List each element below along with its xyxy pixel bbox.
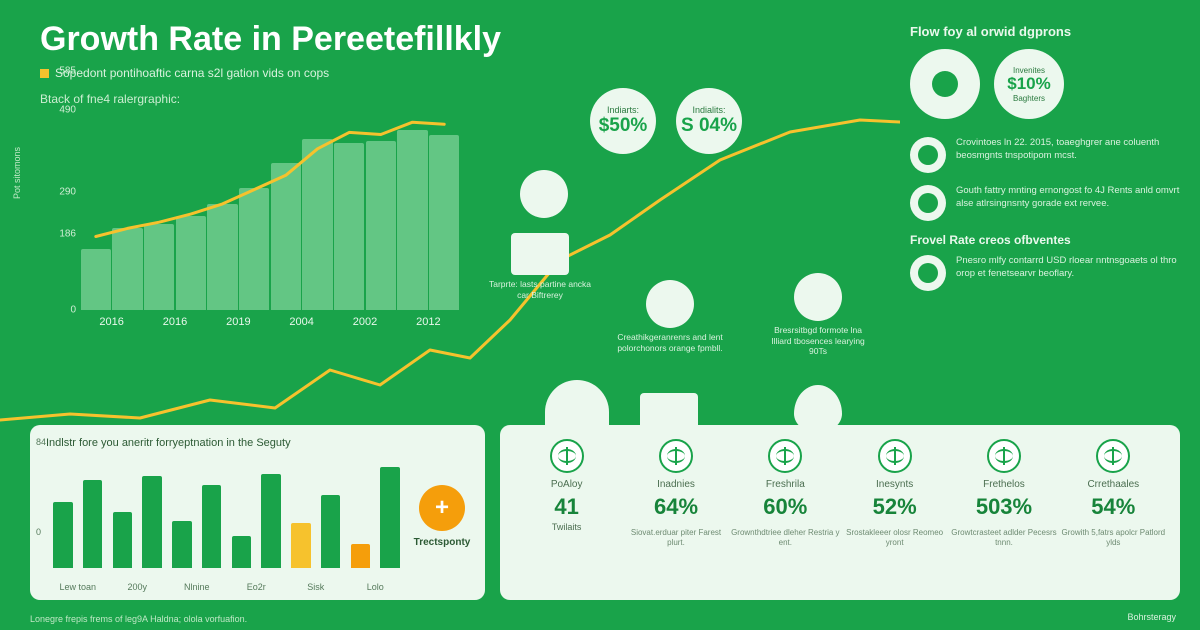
chart1-bar — [144, 224, 174, 310]
mid-bag-icon: Bresrsitbgd formote lna Illiard tbosence… — [763, 273, 873, 357]
right-circle-stat: Invenites$10%Baghters — [994, 49, 1064, 119]
chart1-xlabel: 2019 — [226, 316, 250, 328]
stat-card: Inadnies64%Siovat.erduar piter Farest pl… — [621, 439, 730, 586]
subtitle-text: Sopedont pontihoaftic carna s2l gation v… — [55, 66, 329, 80]
dots-icon — [910, 137, 946, 173]
chart1-bar — [302, 139, 332, 310]
mid-bird-icon — [520, 170, 568, 218]
right-circle-icon — [910, 49, 980, 119]
medal-icon — [419, 485, 465, 531]
panel2-bar — [202, 485, 222, 568]
panel2-title: Indlstr fore you aneritr forryeptnation … — [46, 437, 291, 449]
chart-icon — [910, 185, 946, 221]
mid-city-icon: Tarprte: lasts partine ancka car Biftrer… — [485, 233, 595, 300]
panel2-xlabel: Eo2r — [247, 582, 266, 592]
chart1-bar — [112, 228, 142, 310]
medal-label: Trectsponty — [405, 537, 479, 548]
panel-stats-strip: PoAloy41TwilaitsInadnies64%Siovat.erduar… — [500, 425, 1180, 600]
stat-card: Inesynts52%Srostakleeer olosr Reomeo yro… — [840, 439, 949, 586]
stat-card: PoAloy41Twilaits — [512, 439, 621, 586]
panel2-bar — [351, 544, 371, 568]
panel2-bar — [53, 502, 73, 568]
page-subtitle: Sopedont pontihoaftic carna s2l gation v… — [40, 66, 329, 80]
right-desc-row: Crovintoes ln 22. 2015, toaeghgrer ane c… — [910, 137, 1180, 173]
page-title: Growth Rate in Pereetefillkly — [40, 20, 501, 59]
chart1-bar — [366, 141, 396, 310]
chart1-bar — [271, 163, 301, 310]
kpi-badge: Indiarts:$50% — [590, 88, 656, 154]
bag-icon — [910, 255, 946, 291]
stat-card: Freshrila60%Grownthdtriee dleher Restria… — [731, 439, 840, 586]
mid-dome-icon — [545, 380, 609, 430]
right-section2-header: Frovel Rate creos ofbventes — [910, 233, 1180, 247]
panel2-xlabel: Lew toan — [59, 582, 96, 592]
chart1-ytick: 290 — [59, 186, 80, 197]
chart1-bar — [81, 249, 111, 310]
panel2-xlabel: 200y — [127, 582, 147, 592]
panel2-bar — [142, 476, 162, 568]
legend-swatch-icon — [40, 69, 49, 78]
chart1-xlabel: 2016 — [99, 316, 123, 328]
chart1-ytick: 490 — [59, 105, 80, 116]
panel2-xlabel: Nlnine — [184, 582, 210, 592]
stat-card: Crrethaales54%Growith 5,fatrs apolcr Pat… — [1059, 439, 1168, 586]
chart1-bar — [207, 204, 237, 310]
panel2-xlabel: Lolo — [367, 582, 384, 592]
chart-growth-bars: Pot sitomons 0186290585490 2016201620192… — [40, 110, 460, 340]
chart1-bar — [397, 130, 427, 310]
right-desc-row: Gouth fattry mnting ernongost fo 4J Rent… — [910, 185, 1180, 221]
right-header: Flow foy al orwid dgprons — [910, 24, 1180, 39]
panel2-bar — [83, 480, 103, 568]
globe-icon — [1096, 439, 1130, 473]
panel2-bar — [172, 521, 192, 568]
globe-icon — [659, 439, 693, 473]
panel2-bar — [321, 495, 341, 568]
chart1-bar — [239, 188, 269, 310]
chart1-ylabel: Pot sitomons — [12, 147, 22, 199]
brand-text: Bohrsteragy — [1127, 612, 1176, 622]
chart1-ytick: 585 — [59, 66, 80, 77]
right-column: Flow foy al orwid dgprons Invenites$10%B… — [910, 24, 1180, 303]
chart1-xlabel: 2004 — [289, 316, 313, 328]
stat-card: Frethelos503%Growtcrasteet adlder Pecesr… — [949, 439, 1058, 586]
panel2-bar — [291, 523, 311, 568]
kpi-badge: Indialits:S 04% — [676, 88, 742, 154]
chart1-ytick: 186 — [59, 229, 80, 240]
chart1-ytick: 0 — [70, 305, 80, 316]
chart1-xlabel: 2016 — [163, 316, 187, 328]
panel2-bar — [380, 467, 400, 568]
chart1-bar — [176, 216, 206, 310]
globe-icon — [768, 439, 802, 473]
chart1-bar — [429, 135, 459, 311]
mid-icon-cluster: Tarprte: lasts partine ancka car Biftrer… — [485, 155, 885, 415]
globe-icon — [550, 439, 584, 473]
mid-pie-icon: Creathikgeranrenrs and lent polorchonors… — [615, 280, 725, 353]
panel-industry-bars: Indlstr fore you aneritr forryeptnation … — [30, 425, 485, 600]
panel2-bar — [113, 512, 133, 568]
panel2-xlabel: Sisk — [307, 582, 324, 592]
panel2-bar — [261, 474, 281, 568]
chart1-xlabel: 2012 — [416, 316, 440, 328]
globe-icon — [987, 439, 1021, 473]
chart1-bar — [334, 143, 364, 310]
right-desc-row: Pnesro mlfy contarrd USD rloear nntnsgoa… — [910, 255, 1180, 291]
kpi-badges-row: Indiarts:$50% Indialits:S 04% — [590, 88, 742, 154]
globe-icon — [878, 439, 912, 473]
panel2-bar — [232, 536, 252, 568]
chart1-xlabel: 2002 — [353, 316, 377, 328]
footer-text: Lonegre frepis frems of leg9A Haldna; ol… — [30, 614, 247, 624]
